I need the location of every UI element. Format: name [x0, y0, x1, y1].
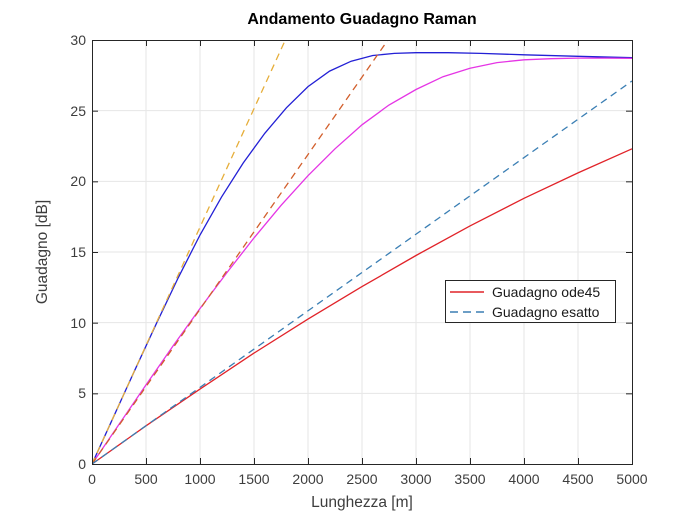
x-tick-label: 2500 — [346, 471, 378, 487]
legend-label-esatto: Guadagno esatto — [492, 303, 600, 320]
legend-line-solid-icon — [450, 290, 484, 293]
series-ode45-magenta — [92, 57, 632, 464]
y-tick-label: 15 — [70, 244, 86, 260]
y-tick-label: 0 — [78, 456, 86, 472]
y-tick-label: 5 — [78, 385, 86, 402]
x-tick-label: 1000 — [184, 471, 216, 487]
x-tick-label: 0 — [88, 471, 96, 487]
x-tick-label: 3500 — [454, 471, 486, 487]
legend-line-dashed-icon — [450, 310, 484, 313]
y-tick-label: 30 — [70, 32, 86, 48]
series-esatto-yellow — [92, 40, 286, 464]
x-tick-label: 1500 — [238, 471, 270, 487]
series-esatto-orange — [92, 40, 389, 464]
series-group — [92, 40, 632, 464]
series-esatto-blue — [92, 80, 632, 464]
series-ode45-red — [92, 148, 632, 464]
x-tick-label: 4500 — [562, 471, 594, 487]
y-tick-label: 20 — [70, 173, 86, 190]
x-tick-label: 3000 — [400, 471, 432, 487]
x-axis-label: Lunghezza [m] — [311, 494, 413, 511]
x-tick-label: 5000 — [616, 471, 648, 487]
y-tick-label: 25 — [70, 102, 86, 119]
x-tick-label: 4000 — [508, 471, 540, 487]
legend-entry-esatto: Guadagno esatto — [446, 302, 615, 322]
legend-entry-ode45: Guadagno ode45 — [446, 282, 615, 302]
legend-box: Guadagno ode45 Guadagno esatto — [445, 280, 616, 323]
x-tick-label: 500 — [134, 471, 158, 487]
chart-title: Andamento Guadagno Raman — [247, 11, 477, 28]
y-tick-label: 10 — [70, 314, 86, 331]
legend-label-ode45: Guadagno ode45 — [492, 283, 601, 300]
x-tick-label: 2000 — [292, 471, 324, 487]
